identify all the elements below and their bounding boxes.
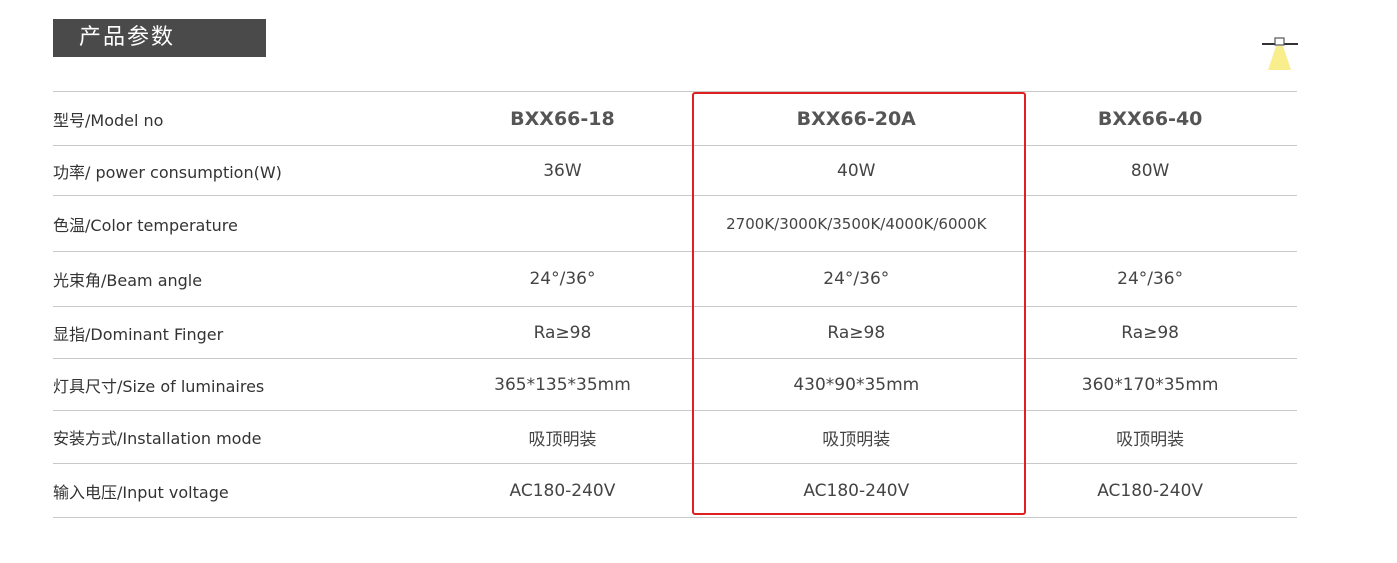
table-row: 色温/Color temperature 2700K/3000K/3500K/40… <box>53 195 1297 252</box>
cell-value: 80W <box>1003 145 1297 196</box>
cell-value: AC180-240V <box>1003 463 1297 518</box>
cell-value: 24°/36° <box>1003 251 1297 307</box>
cell-value: 360*170*35mm <box>1003 358 1297 411</box>
cell-value: Ra≥98 <box>415 306 710 359</box>
table-row: 灯具尺寸/Size of luminaires 365*135*35mm 430*9… <box>53 358 1297 411</box>
row-label: 输入电压/Input voltage <box>53 463 416 518</box>
cell-value: AC180-240V <box>415 463 710 518</box>
cell-value: 24°/36° <box>415 251 710 307</box>
cell-value: 吸顶明装 <box>415 410 710 464</box>
section-title: 产品参数 <box>53 19 266 57</box>
spec-table: 型号/Model no BXX66-18 BXX66-20A BXX66-40 功率/ … <box>53 91 1297 518</box>
highlight-box <box>692 92 1026 515</box>
table-row: 安装方式/Installation mode 吸顶明装 吸顶明装 吸顶明装 <box>53 410 1297 464</box>
row-label: 安装方式/Installation mode <box>53 410 416 464</box>
table-row: 输入电压/Input voltage AC180-240V AC180-240V AC… <box>53 463 1297 518</box>
cell-value: 365*135*35mm <box>415 358 710 411</box>
row-label: 型号/Model no <box>53 91 416 146</box>
table-row: 显指/Dominant Finger Ra≥98 Ra≥98 Ra≥98 <box>53 306 1297 359</box>
cell-value: 36W <box>415 145 710 196</box>
row-label: 显指/Dominant Finger <box>53 306 416 359</box>
table-row: 光束角/Beam angle 24°/36° 24°/36° 24°/36° <box>53 251 1297 307</box>
cell-value: AC180-240V <box>709 463 1004 518</box>
cell-value <box>1003 195 1297 252</box>
cell-value: 40W <box>709 145 1004 196</box>
cell-value: 430*90*35mm <box>709 358 1004 411</box>
table-row: 功率/ power consumption(W) 36W 40W 80W <box>53 145 1297 196</box>
cell-value: 2700K/3000K/3500K/4000K/6000K <box>709 195 1004 252</box>
cell-value: BXX66-40 <box>1003 91 1297 146</box>
row-label: 灯具尺寸/Size of luminaires <box>53 358 416 411</box>
cell-value: BXX66-20A <box>709 91 1004 146</box>
cell-value: BXX66-18 <box>415 91 710 146</box>
row-label: 色温/Color temperature <box>53 195 416 252</box>
cell-value <box>415 195 710 252</box>
table-row: 型号/Model no BXX66-18 BXX66-20A BXX66-40 <box>53 91 1297 146</box>
ceiling-lamp-icon <box>1262 37 1298 70</box>
row-label: 功率/ power consumption(W) <box>53 145 416 196</box>
row-label: 光束角/Beam angle <box>53 251 416 307</box>
cell-value: 吸顶明装 <box>1003 410 1297 464</box>
cell-value: Ra≥98 <box>1003 306 1297 359</box>
